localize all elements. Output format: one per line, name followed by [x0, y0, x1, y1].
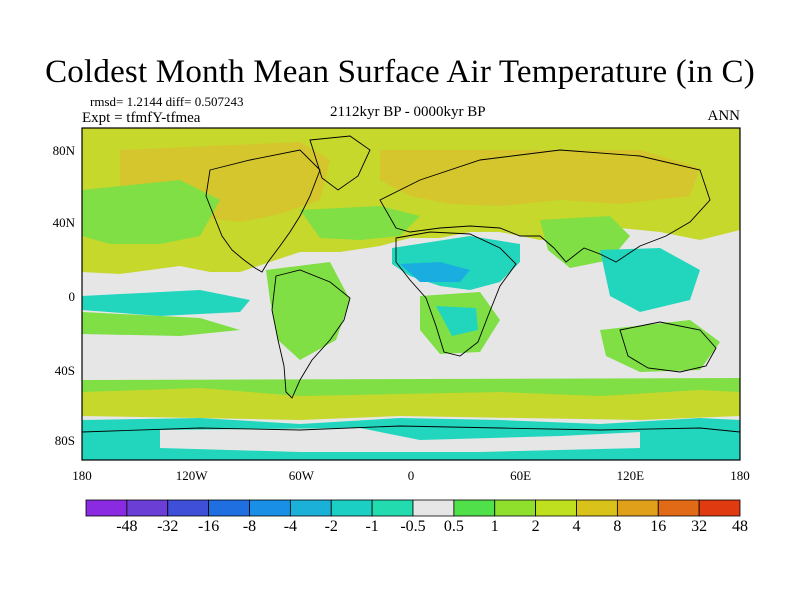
antarctic-neutral [160, 428, 640, 452]
colorbar [85, 499, 741, 517]
experiment-text: Expt = tfmfY-tfmea [82, 110, 201, 126]
colorbar-swatch [494, 499, 537, 517]
lon-tick-label: 120W [175, 468, 208, 483]
colorbar-tick-label: -0.5 [400, 518, 426, 535]
stats-text: rmsd= 1.2144 diff= 0.507243 [90, 94, 244, 109]
africa-blue [400, 262, 470, 282]
north-core-east [380, 150, 700, 206]
colorbar-swatch [412, 499, 455, 517]
coast-africa [395, 231, 517, 357]
season-text: ANN [707, 108, 741, 124]
colorbar-swatch [208, 499, 250, 517]
colorbar-swatch [85, 499, 128, 517]
lon-tick-label: 180 [730, 468, 750, 483]
colorbar-tick-label: -1 [365, 518, 379, 535]
colorbar-swatch [535, 499, 577, 517]
colorbar-tick-label: -16 [197, 518, 220, 535]
page-title: Coldest Month Mean Surface Air Temperatu… [45, 54, 755, 90]
coast-north-america [205, 149, 321, 273]
colorbar-swatch [371, 499, 414, 517]
coastlines [81, 135, 741, 433]
colorbar-swatch [616, 499, 659, 517]
coast-australia [619, 321, 717, 373]
australia-green [600, 320, 720, 372]
period-text: 2112kyr BP - 0000kyr BP [330, 104, 486, 120]
coast-greenland [309, 135, 371, 191]
colorbar-swatch [249, 499, 291, 517]
colorbar-tick-label: 0.5 [443, 518, 464, 535]
colorbar-swatch [576, 499, 618, 517]
north-atlantic-green [300, 206, 420, 240]
colorbar-tick-label: -8 [242, 518, 257, 535]
colorbar-tick-label: -48 [116, 518, 138, 535]
colorbar-swatch [330, 499, 373, 517]
lat-tick-label: 80N [52, 143, 75, 158]
colorbar-swatch [167, 499, 210, 517]
coast-south-america [271, 269, 351, 399]
colorbar-tick-label: 4 [572, 518, 581, 535]
colorbar-tick-label: 1 [490, 518, 499, 535]
colorbar-tick-label: 48 [732, 518, 748, 535]
colorbar-tick-label: 16 [650, 518, 667, 535]
colorbar-tick-label: -2 [324, 518, 338, 535]
colorbar-swatch [698, 499, 741, 517]
colorbar-tick-label: -4 [283, 518, 298, 535]
south-africa-cyan [436, 306, 478, 336]
lat-tick-label: 0 [68, 289, 76, 304]
colorbar-tick-label: 32 [691, 518, 708, 535]
lon-tick-label: 60W [288, 468, 314, 483]
southern-ocean-green [82, 378, 740, 396]
lat-tick-label: 80S [54, 433, 75, 448]
colorbar-swatch [289, 499, 332, 517]
lat-tick-label: 40S [54, 363, 75, 378]
colorbar-swatch [657, 499, 700, 517]
colorbar-tick-label: -32 [157, 518, 179, 535]
north-pacific-green [82, 180, 220, 244]
colorbar-swatch [126, 499, 169, 517]
south-america-green [266, 262, 350, 360]
colorbar-tick-label: 2 [531, 518, 540, 535]
lat-tick-label: 40N [52, 215, 75, 230]
se-asia-cyan [600, 248, 700, 312]
equatorial-cyan-west [82, 290, 250, 316]
map-frame [81, 127, 741, 461]
pacific-south-green [82, 312, 240, 336]
coast-antarctica [81, 425, 741, 433]
lon-tick-label: 180 [72, 468, 92, 483]
coast-eurasia [379, 149, 711, 263]
map-field [82, 128, 740, 460]
lon-tick-label: 120E [616, 468, 645, 483]
lon-tick-label: 60E [510, 468, 532, 483]
colorbar-swatch [453, 499, 496, 517]
lon-tick-label: 0 [407, 468, 415, 483]
colorbar-tick-label: 8 [613, 518, 622, 535]
